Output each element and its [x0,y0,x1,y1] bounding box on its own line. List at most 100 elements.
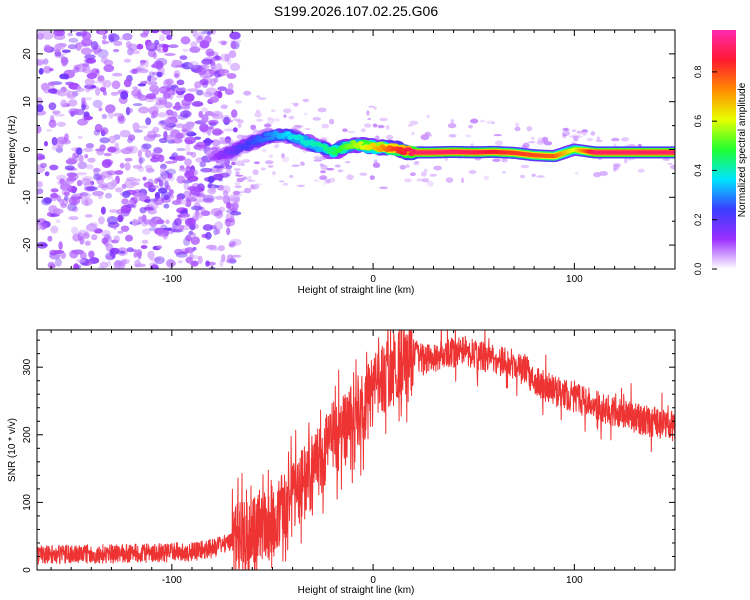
noise-blob [230,40,237,49]
ridge-blobs [206,128,675,163]
noise-blob [214,210,224,219]
noise-blob [226,254,234,263]
noise-blob [81,103,86,111]
noise-blob [138,125,149,129]
y-tick-label: 300 [22,358,33,375]
noise-blob [445,177,454,184]
noise-blob [190,236,200,245]
y-tick-label: 10 [22,96,33,108]
noise-blob [313,178,320,182]
noise-blob [377,124,385,129]
noise-blob [57,121,66,127]
noise-blob [206,244,217,250]
noise-blob [263,123,272,128]
noise-blob [242,176,248,180]
noise-blob [366,110,370,116]
noise-blob [226,209,236,214]
noise-blob [185,234,192,242]
noise-blob [97,194,103,200]
noise-blob [87,157,96,163]
noise-blob [73,263,79,269]
noise-blob [181,61,194,70]
noise-blob [429,173,437,177]
noise-blob [108,135,117,144]
noise-blob [165,184,171,191]
noise-blob [153,60,164,69]
noise-blob [411,131,415,136]
noise-blob [237,123,242,128]
noise-blob [212,173,224,181]
noise-blob [97,75,105,82]
noise-blob [222,139,235,145]
noise-blob [189,46,201,53]
noise-blob [166,34,173,40]
noise-blob [79,236,85,245]
noise-blob [76,179,83,187]
noise-blob [98,107,103,112]
noise-blob [75,31,84,37]
noise-blob [71,226,79,235]
noise-blob [37,188,41,195]
noise-blob [174,73,179,78]
noise-blob [226,56,232,65]
noise-blob [145,93,157,100]
noise-blob [47,261,56,269]
noise-blob [337,169,344,173]
noise-blob [229,31,241,40]
noise-blob [180,36,191,45]
noise-blob [218,206,226,213]
noise-blob [179,165,185,170]
noise-blob [144,199,151,203]
noise-blob [159,34,165,42]
noise-blob [144,206,154,211]
noise-blob [282,182,289,186]
noise-blob [108,33,120,42]
noise-blob [404,178,412,183]
top-x-axis: -100 0 100 [50,30,676,285]
noise-blob [61,49,71,53]
noise-blob [291,164,300,167]
noise-blob [197,255,203,264]
noise-blob [637,168,645,173]
noise-blob [279,180,285,183]
noise-blob [520,164,530,169]
noise-blob [53,30,65,37]
noise-blob [44,171,50,177]
x-tick-label: 100 [566,575,583,586]
noise-blob [205,231,212,240]
noise-blob [209,96,219,103]
noise-blob [48,102,57,111]
noise-blob [188,60,200,69]
noise-blob [312,117,321,121]
noise-blob [205,48,215,57]
noise-blob [176,94,186,99]
noise-blob [230,214,235,222]
noise-blob [154,256,165,264]
noise-blob [256,119,263,122]
ridge-blob [671,150,675,155]
noise-blob [501,157,508,163]
noise-blob [226,201,232,209]
noise-blob [171,200,181,206]
noise-blob [536,175,545,178]
noise-blob [174,87,186,92]
noise-blob [67,44,78,50]
noise-blob [421,171,427,177]
noise-blob [178,260,183,264]
noise-blob [461,177,465,184]
noise-blob [483,175,489,181]
noise-blob [97,184,107,189]
noise-blob [447,123,457,129]
noise-blob [84,240,91,246]
noise-blob [93,167,100,177]
noise-blob [184,202,191,207]
noise-blob [292,124,301,130]
noise-blob [334,164,341,168]
noise-blob [243,187,252,194]
noise-blob [176,175,186,184]
noise-blob [185,256,193,264]
noise-blob [122,33,133,41]
noise-blob [143,134,156,142]
noise-blob [613,168,617,172]
noise-blob [227,82,234,90]
